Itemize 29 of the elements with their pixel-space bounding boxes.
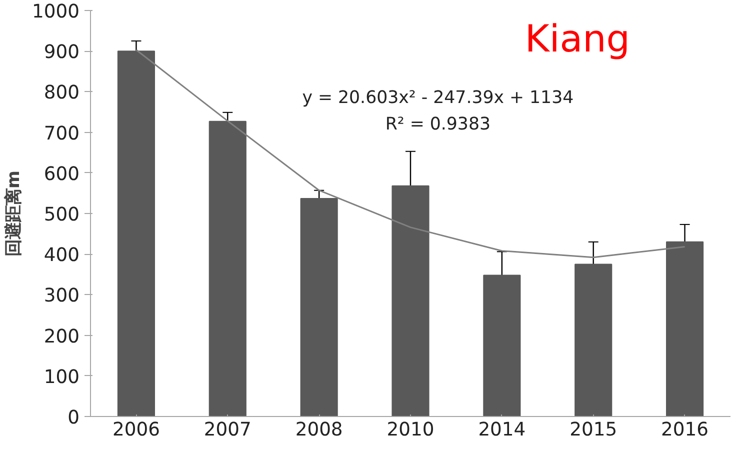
- y-axis-title: 回避距离m: [4, 170, 24, 257]
- y-tick-label: 100: [44, 366, 80, 388]
- x-tick-label: 2014: [478, 420, 526, 440]
- x-tick-label: 2016: [661, 420, 709, 440]
- x-tick-label: 2007: [204, 420, 252, 440]
- y-tick-label: 0: [68, 408, 80, 428]
- y-tick-label: 300: [44, 286, 80, 307]
- y-tick-label: 500: [44, 204, 80, 226]
- y-tick-label: 800: [44, 82, 80, 104]
- x-tick-label: 2008: [295, 420, 343, 440]
- y-tick-label: 400: [44, 245, 80, 266]
- chart-title: Kiang: [524, 16, 630, 61]
- bar: [117, 50, 155, 416]
- y-tick-label: 900: [44, 42, 80, 64]
- bar: [483, 274, 521, 416]
- y-tick-label: 700: [44, 123, 80, 144]
- x-tick-label: 2006: [112, 420, 160, 440]
- annotation: y = 20.603x² - 247.39x + 1134: [302, 88, 574, 108]
- bar: [208, 120, 246, 416]
- bar: [392, 185, 430, 416]
- annotation: R² = 0.9383: [385, 114, 491, 134]
- bar: [666, 241, 704, 416]
- y-tick-label: 200: [44, 326, 80, 348]
- bar: [300, 198, 338, 416]
- x-tick-label: 2015: [570, 420, 618, 440]
- bar: [574, 264, 612, 416]
- x-tick-label: 2010: [386, 420, 434, 440]
- y-tick-label: 1000: [32, 2, 80, 22]
- y-tick-label: 600: [44, 164, 80, 185]
